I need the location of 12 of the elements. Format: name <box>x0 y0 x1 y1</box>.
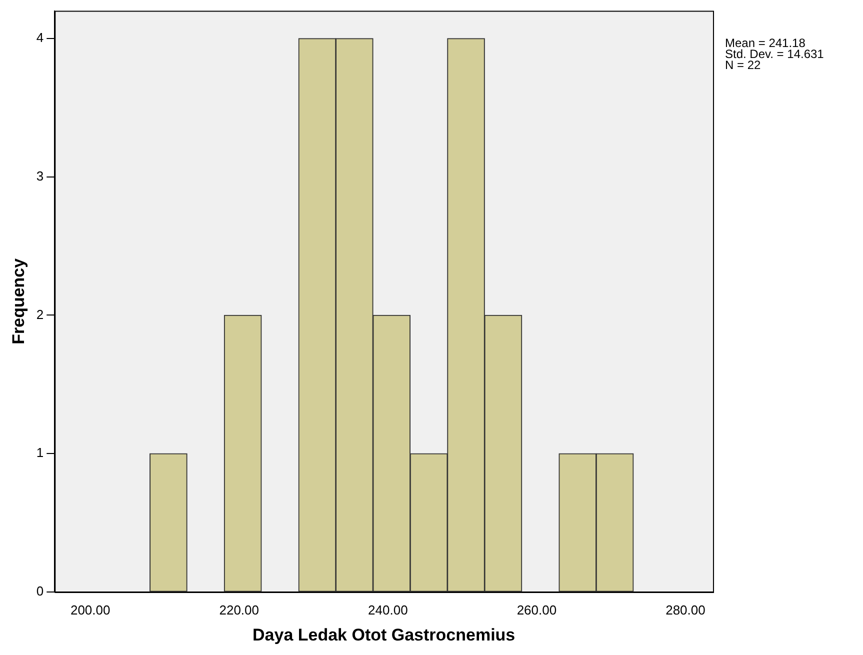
x-axis-title: Daya Ledak Otot Gastrocnemius <box>252 625 516 644</box>
y-axis-title: Frequency <box>8 258 28 344</box>
x-tick-label: 200.00 <box>70 602 110 618</box>
x-tick-label: 280.00 <box>666 602 706 618</box>
x-tick-label: 220.00 <box>219 602 260 618</box>
y-tick-label: 0 <box>36 584 44 599</box>
y-tick-label: 2 <box>36 306 44 322</box>
x-tick-label: 240.00 <box>368 602 408 618</box>
y-tick-label: 1 <box>36 445 44 460</box>
x-tick-label: 260.00 <box>516 602 557 618</box>
y-tick-label: 4 <box>36 30 44 46</box>
y-tick-label: 3 <box>36 168 44 184</box>
